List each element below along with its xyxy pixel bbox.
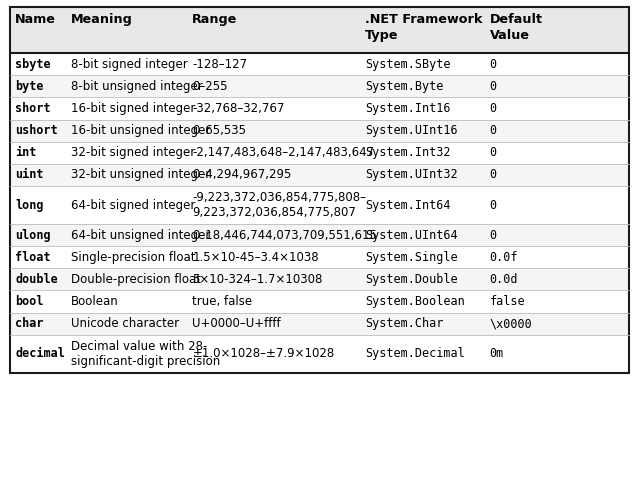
Text: 0: 0 (489, 124, 497, 137)
Bar (10, 164, 629, 186)
Bar (10, 313, 629, 334)
Bar (10, 334, 629, 373)
Text: float: float (15, 251, 51, 264)
Text: System.SByte: System.SByte (365, 58, 450, 71)
Text: U+0000–U+ffff: U+0000–U+ffff (192, 317, 281, 330)
Text: 0: 0 (489, 168, 497, 181)
Text: Default
Value: Default Value (489, 13, 543, 42)
Bar (10, 75, 629, 97)
Text: -128–127: -128–127 (192, 58, 247, 71)
Text: System.Char: System.Char (365, 317, 443, 330)
Text: 0–255: 0–255 (192, 80, 228, 93)
Text: \x0000: \x0000 (489, 317, 532, 330)
Bar (10, 7, 629, 373)
Text: double: double (15, 273, 58, 286)
Text: false: false (489, 295, 525, 308)
Text: Boolean: Boolean (71, 295, 119, 308)
Text: -9,223,372,036,854,775,808–
9,223,372,036,854,775,807: -9,223,372,036,854,775,808– 9,223,372,03… (192, 191, 366, 219)
Text: byte: byte (15, 80, 44, 93)
Text: bool: bool (15, 295, 44, 308)
Text: 0m: 0m (489, 347, 504, 360)
Text: 8-bit signed integer: 8-bit signed integer (71, 58, 188, 71)
Text: Meaning: Meaning (71, 13, 133, 26)
Text: Name: Name (15, 13, 56, 26)
Text: 16-bit signed integer: 16-bit signed integer (71, 102, 196, 115)
Bar (10, 186, 629, 224)
Text: 1.5×10-45–3.4×1038: 1.5×10-45–3.4×1038 (192, 251, 319, 264)
Text: long: long (15, 198, 44, 212)
Bar (10, 290, 629, 313)
Bar (10, 97, 629, 119)
Text: System.UInt32: System.UInt32 (365, 168, 458, 181)
Text: true, false: true, false (192, 295, 252, 308)
Text: 0.0f: 0.0f (489, 251, 518, 264)
Text: -32,768–32,767: -32,768–32,767 (192, 102, 285, 115)
Text: -2,147,483,648–2,147,483,647: -2,147,483,648–2,147,483,647 (192, 146, 374, 159)
Text: 64-bit unsigned integer: 64-bit unsigned integer (71, 229, 210, 242)
Text: 0–4,294,967,295: 0–4,294,967,295 (192, 168, 292, 181)
Text: 16-bit unsigned integer: 16-bit unsigned integer (71, 124, 210, 137)
Text: System.Double: System.Double (365, 273, 458, 286)
Text: ushort: ushort (15, 124, 58, 137)
Text: uint: uint (15, 168, 44, 181)
Bar (10, 246, 629, 268)
Text: ulong: ulong (15, 229, 51, 242)
Bar (10, 7, 629, 53)
Text: System.Int32: System.Int32 (365, 146, 450, 159)
Text: Range: Range (192, 13, 238, 26)
Text: Double-precision float: Double-precision float (71, 273, 201, 286)
Text: System.Int16: System.Int16 (365, 102, 450, 115)
Text: System.Single: System.Single (365, 251, 458, 264)
Text: System.Decimal: System.Decimal (365, 347, 465, 360)
Text: 0: 0 (489, 229, 497, 242)
Text: 0: 0 (489, 58, 497, 71)
Text: 0.0d: 0.0d (489, 273, 518, 286)
Text: 0: 0 (489, 102, 497, 115)
Bar (10, 119, 629, 142)
Bar (10, 224, 629, 246)
Text: 0: 0 (489, 80, 497, 93)
Text: 0: 0 (489, 198, 497, 212)
Text: System.Byte: System.Byte (365, 80, 443, 93)
Text: Decimal value with 28-
significant-digit precision: Decimal value with 28- significant-digit… (71, 339, 220, 368)
Text: sbyte: sbyte (15, 58, 51, 71)
Text: System.UInt16: System.UInt16 (365, 124, 458, 137)
Text: char: char (15, 317, 44, 330)
Text: 64-bit signed integer: 64-bit signed integer (71, 198, 196, 212)
Text: ±1.0×1028–±7.9×1028: ±1.0×1028–±7.9×1028 (192, 347, 335, 360)
Text: 32-bit signed integer: 32-bit signed integer (71, 146, 195, 159)
Bar (10, 53, 629, 75)
Bar (10, 142, 629, 164)
Text: .NET Framework
Type: .NET Framework Type (365, 13, 482, 42)
Text: 0–65,535: 0–65,535 (192, 124, 247, 137)
Text: System.Boolean: System.Boolean (365, 295, 465, 308)
Text: 0: 0 (489, 146, 497, 159)
Text: short: short (15, 102, 51, 115)
Text: System.UInt64: System.UInt64 (365, 229, 458, 242)
Bar (10, 268, 629, 290)
Text: 0–18,446,744,073,709,551,615: 0–18,446,744,073,709,551,615 (192, 229, 377, 242)
Text: Single-precision float: Single-precision float (71, 251, 196, 264)
Text: int: int (15, 146, 36, 159)
Text: System.Int64: System.Int64 (365, 198, 450, 212)
Text: 8-bit unsigned integer: 8-bit unsigned integer (71, 80, 203, 93)
Text: Unicode character: Unicode character (71, 317, 179, 330)
Text: 32-bit unsigned integer: 32-bit unsigned integer (71, 168, 210, 181)
Text: decimal: decimal (15, 347, 65, 360)
Text: 5×10-324–1.7×10308: 5×10-324–1.7×10308 (192, 273, 323, 286)
